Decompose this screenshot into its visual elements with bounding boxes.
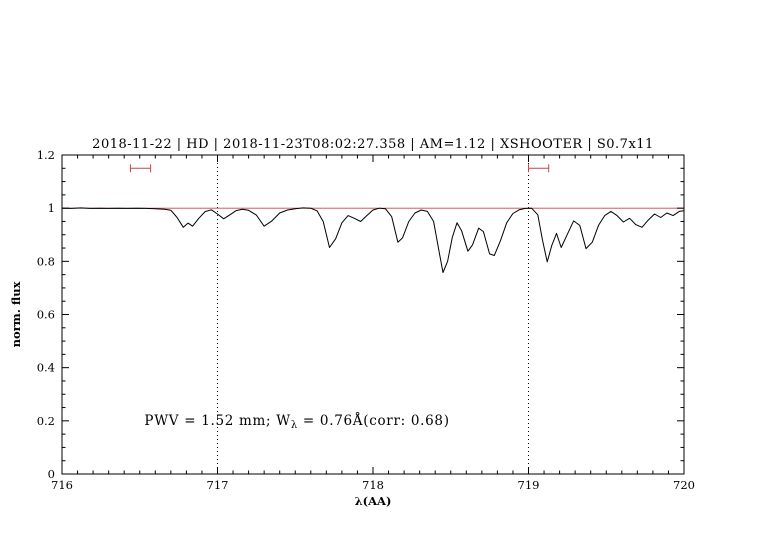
y-tick-label: 0.2 [37, 414, 55, 428]
pwv-annotation-sub: λ [291, 420, 298, 431]
pwv-annotation-suffix: = 0.76Å(corr: 0.68) [298, 413, 450, 429]
y-tick-label: 0.4 [37, 361, 55, 375]
pwv-annotation-prefix: PWV = 1.52 mm; W [144, 413, 290, 429]
x-tick-label: 720 [673, 478, 695, 492]
chart-title: 2018-11-22 | HD | 2018-11-23T08:02:27.35… [92, 137, 654, 152]
y-tick-label: 1 [48, 201, 55, 215]
y-tick-label: 0.8 [37, 254, 55, 268]
y-tick-label: 0.6 [37, 308, 55, 322]
x-tick-label: 716 [51, 478, 73, 492]
y-axis-label: norm. flux [9, 281, 23, 347]
spectrum-line [61, 207, 685, 273]
x-tick-label: 719 [518, 478, 540, 492]
x-tick-label: 717 [207, 478, 229, 492]
pwv-annotation: PWV = 1.52 mm; Wλ = 0.76Å(corr: 0.68) [144, 413, 449, 431]
x-tick-label: 718 [362, 478, 384, 492]
y-tick-label: 1.2 [37, 148, 55, 162]
y-tick-label: 0 [48, 467, 55, 481]
x-axis-label: λ(AA) [355, 494, 392, 508]
